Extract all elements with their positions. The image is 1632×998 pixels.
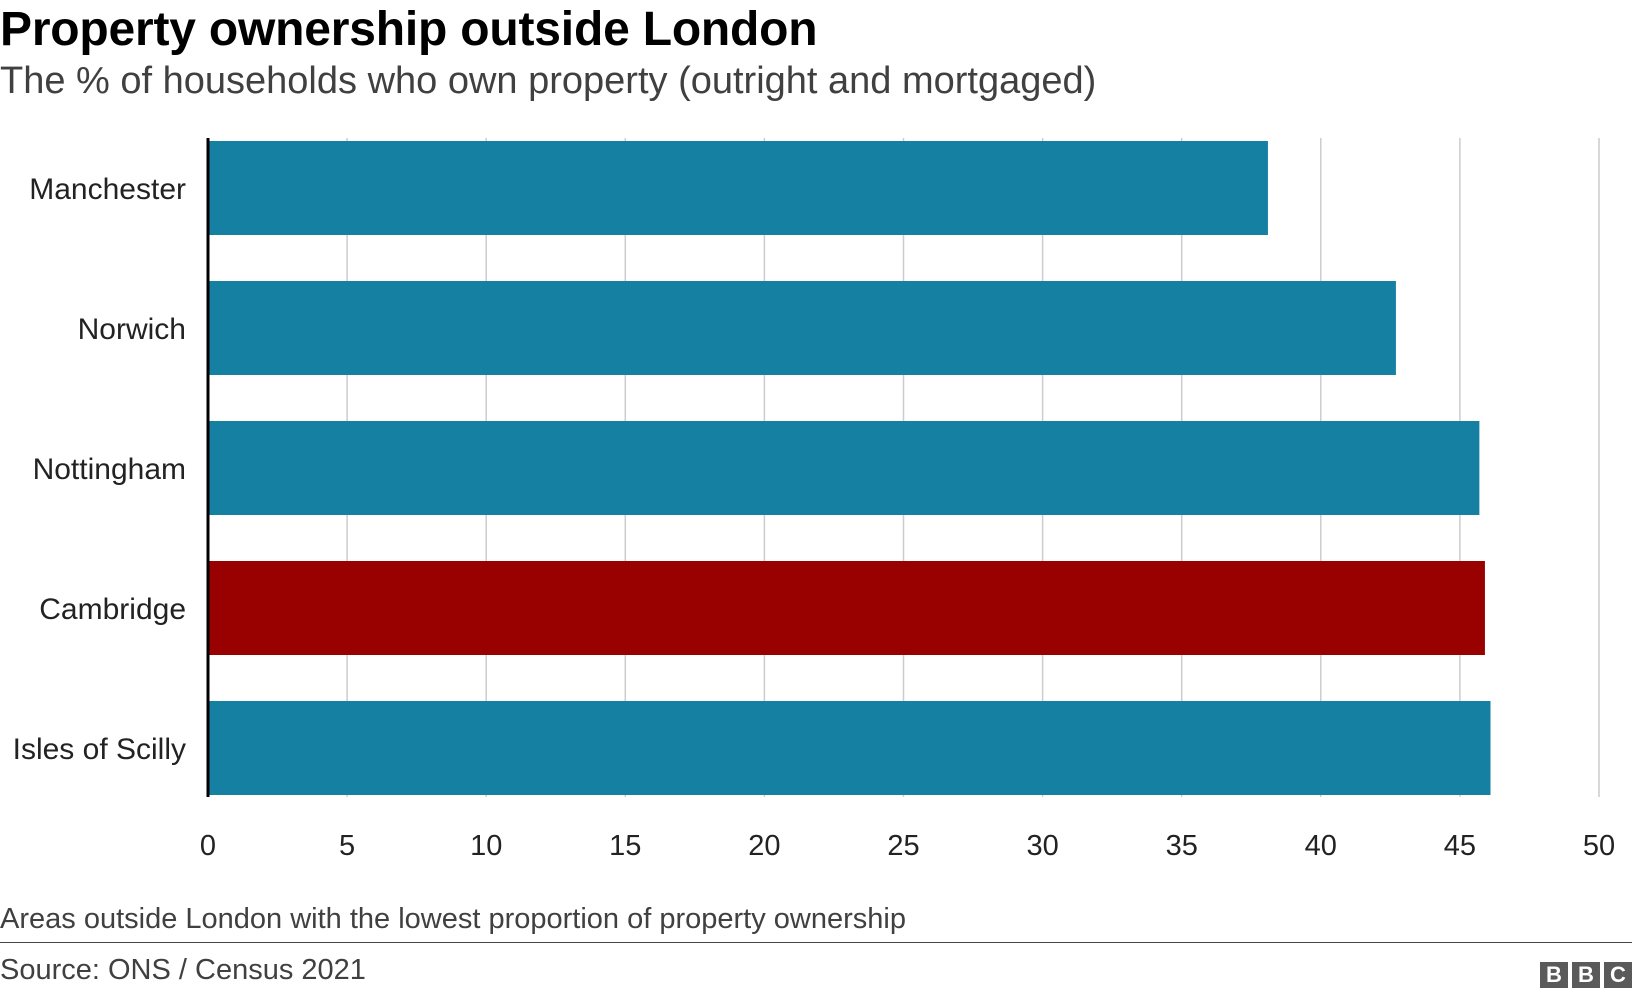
x-tick-label-10: 10 [470,830,502,862]
chart-subtitle: The % of households who own property (ou… [0,60,1097,102]
x-tick-label-25: 25 [887,830,919,862]
bar-nottingham [208,421,1480,515]
category-label-cambridge: Cambridge [39,593,186,626]
bar-cambridge [208,561,1485,655]
bbc-logo: B B C [1540,962,1632,988]
category-label-manchester: Manchester [29,173,186,206]
source-label: Source: ONS / Census 2021 [0,954,366,986]
x-tick-label-0: 0 [200,830,216,862]
x-tick-label-45: 45 [1444,830,1476,862]
bar-isles-of-scilly [208,701,1491,795]
footer-divider [0,942,1632,943]
category-label-nottingham: Nottingham [33,453,186,486]
x-tick-label-35: 35 [1166,830,1198,862]
x-tick-label-40: 40 [1305,830,1337,862]
chart-title: Property ownership outside London [0,3,818,56]
bbc-logo-letter-1: B [1540,962,1568,988]
chart-note: Areas outside London with the lowest pro… [0,903,906,935]
x-tick-label-50: 50 [1583,830,1615,862]
category-label-norwich: Norwich [78,313,186,346]
category-label-isles-of-scilly: Isles of Scilly [13,733,186,766]
x-tick-label-15: 15 [609,830,641,862]
x-tick-label-5: 5 [339,830,355,862]
bar-norwich [208,281,1396,375]
bbc-logo-letter-3: C [1604,962,1632,988]
bar-manchester [208,141,1268,235]
x-tick-label-20: 20 [748,830,780,862]
bbc-logo-letter-2: B [1572,962,1600,988]
x-tick-label-30: 30 [1026,830,1058,862]
bar-chart: Manchester Norwich Nottingham Cambridge Isle… [13,138,1615,862]
